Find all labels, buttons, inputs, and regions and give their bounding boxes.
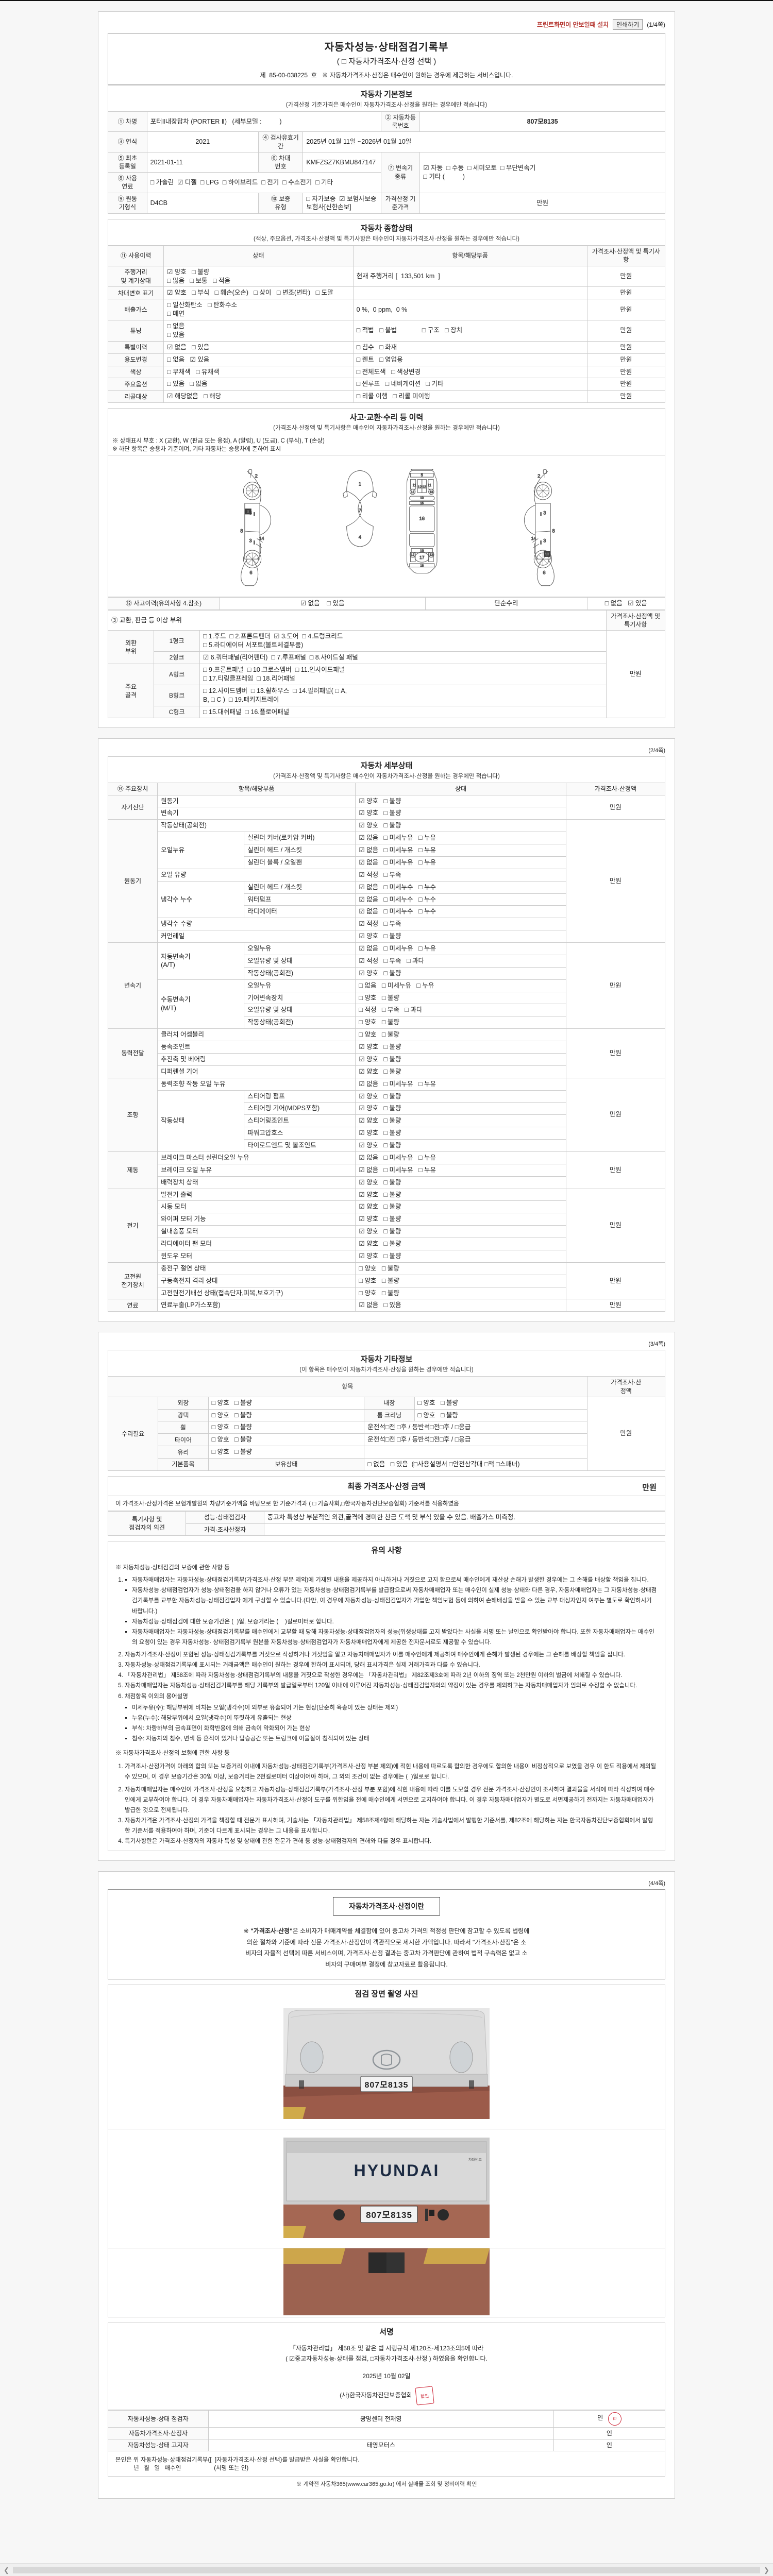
- svg-text:12: 12: [411, 554, 414, 557]
- svg-text:12: 12: [418, 486, 422, 489]
- svg-text:807모8135: 807모8135: [364, 2081, 408, 2090]
- svg-text:1: 1: [359, 482, 361, 487]
- svg-text:14: 14: [259, 536, 264, 541]
- svg-text:15: 15: [420, 502, 424, 505]
- svg-text:3: 3: [249, 538, 251, 544]
- svg-text:6: 6: [543, 570, 545, 576]
- svg-text:HYUNDAI: HYUNDAI: [354, 2161, 440, 2180]
- svg-text:2: 2: [537, 473, 540, 479]
- svg-text:12: 12: [429, 554, 433, 557]
- svg-text:6: 6: [249, 570, 252, 576]
- svg-text:7: 7: [359, 508, 361, 514]
- svg-text:2: 2: [255, 473, 258, 479]
- svg-text:11: 11: [428, 484, 431, 487]
- svg-text:8: 8: [240, 529, 243, 534]
- svg-text:W: W: [545, 551, 550, 556]
- svg-text:8: 8: [552, 529, 554, 534]
- svg-text:12: 12: [422, 486, 426, 489]
- svg-text:13: 13: [411, 491, 414, 494]
- svg-text:16: 16: [419, 516, 425, 522]
- svg-text:4: 4: [359, 535, 361, 540]
- svg-text:807모8135: 807모8135: [366, 2210, 412, 2220]
- svg-text:17: 17: [419, 555, 425, 560]
- svg-text:10: 10: [420, 497, 424, 500]
- svg-text:13: 13: [429, 491, 433, 494]
- svg-text:3: 3: [543, 538, 546, 544]
- svg-text:차대번호: 차대번호: [468, 2157, 482, 2162]
- svg-text:18: 18: [420, 565, 424, 568]
- svg-text:14: 14: [531, 536, 536, 541]
- svg-text:X: X: [246, 509, 249, 514]
- svg-text:3: 3: [543, 510, 546, 516]
- svg-text:19: 19: [420, 550, 424, 553]
- svg-text:11: 11: [413, 484, 416, 487]
- svg-text:5: 5: [421, 473, 423, 478]
